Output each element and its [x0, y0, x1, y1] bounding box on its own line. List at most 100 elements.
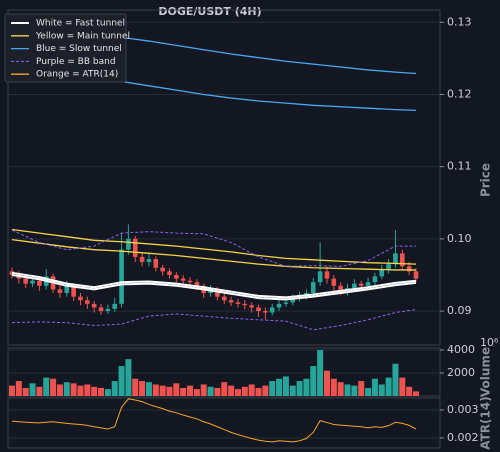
volume-bar — [36, 386, 43, 396]
candle-body — [194, 282, 200, 286]
volume-bar — [84, 384, 91, 396]
volume-bar — [317, 349, 324, 396]
volume-bar — [180, 387, 187, 396]
legend: White = Fast tunnel Yellow = Main tunnel B… — [4, 13, 130, 83]
candle-body — [30, 280, 35, 284]
volume-bar — [330, 378, 337, 396]
volume-bar — [22, 387, 29, 396]
candle-body — [91, 303, 97, 308]
candle-body — [78, 296, 83, 301]
candle-body — [146, 259, 152, 262]
candle-body — [221, 296, 227, 301]
y-axis-label: Price — [479, 163, 493, 197]
volume-bar — [282, 376, 289, 396]
candle-body — [139, 256, 145, 262]
candle-body — [187, 280, 193, 283]
candle-body — [276, 303, 282, 308]
candle-body — [23, 278, 28, 284]
candle-body — [358, 283, 364, 286]
candle-body — [37, 280, 42, 286]
legend-label: Blue = Slow tunnel — [36, 44, 122, 54]
candle-body — [256, 307, 261, 312]
overlay-line — [11, 228, 417, 265]
volume-bar — [15, 381, 22, 396]
y-axis-label: Volume — [479, 347, 493, 397]
chart-title: DOGE/USDT (4H) — [158, 5, 261, 18]
volume-bar — [241, 386, 248, 396]
candle-body — [132, 238, 138, 257]
volume-bar — [152, 384, 159, 396]
candle-body — [64, 285, 70, 294]
volume-bar — [70, 383, 77, 396]
candle-body — [331, 278, 337, 286]
volume-bar — [337, 382, 344, 396]
y-tick-label: 0.10 — [447, 232, 472, 245]
volume-bar — [399, 377, 406, 396]
volume-bar — [56, 384, 63, 396]
candle-body — [352, 283, 357, 288]
candle-body — [174, 274, 179, 279]
overlay-line — [11, 273, 417, 301]
volume-bar — [385, 377, 392, 396]
y-tick-label: 0.002 — [447, 431, 479, 444]
legend-label: Purple = BB band — [36, 57, 116, 67]
atr-line — [11, 398, 417, 443]
volume-bar — [323, 370, 330, 396]
legend-label: White = Fast tunnel — [36, 19, 125, 29]
candle-body — [269, 307, 275, 313]
volume-bar — [159, 385, 166, 396]
volume-bar — [221, 382, 228, 396]
y-tick-label: 0.12 — [447, 87, 472, 100]
volume-bar — [98, 387, 105, 396]
volume-bar — [344, 384, 351, 396]
volume-bar — [125, 359, 132, 396]
volume-bar — [193, 389, 200, 396]
volume-bar — [276, 378, 283, 396]
candle-body — [180, 278, 186, 281]
candle-body — [338, 285, 343, 291]
volume-bar — [166, 386, 173, 396]
volume-bar — [310, 366, 317, 396]
legend-label: Yellow = Main tunnel — [35, 31, 130, 41]
volume-bar — [289, 385, 296, 396]
volume-bar — [139, 381, 146, 396]
volume-bar — [173, 383, 180, 396]
volume-bar — [111, 381, 118, 396]
volume-bar — [255, 387, 262, 396]
volume-bar — [228, 385, 235, 396]
y-tick-label: 0.13 — [447, 15, 472, 28]
candle-body — [365, 282, 371, 286]
volume-bar — [214, 387, 221, 396]
volume-bar — [371, 378, 378, 396]
y-tick-label: 0.003 — [447, 403, 479, 416]
volume-bar — [29, 383, 36, 396]
volume-bar — [43, 377, 50, 396]
candle-body — [242, 303, 248, 306]
candle-body — [112, 303, 118, 309]
volume-bar — [248, 384, 255, 396]
overlay-line — [11, 238, 416, 271]
volume-bar — [365, 387, 372, 396]
volume-bar — [187, 385, 194, 396]
volume-bar — [9, 385, 15, 396]
volume-bar — [207, 386, 214, 396]
candle-body — [290, 298, 296, 303]
candle-body — [406, 266, 412, 272]
volume-bar — [406, 386, 413, 396]
overlay-line — [11, 309, 417, 331]
overlay-line — [11, 271, 417, 299]
volume-bar — [104, 389, 111, 396]
candle-body — [393, 253, 398, 265]
volume-bar — [303, 378, 310, 396]
candle-body — [126, 238, 131, 250]
y-tick-label: 0.11 — [447, 160, 472, 173]
y-tick-label: 2000 — [447, 366, 475, 379]
volume-bar — [200, 384, 207, 396]
offset-label: 10⁶ — [480, 336, 499, 349]
candle-body — [160, 267, 165, 272]
volume-bar — [91, 386, 98, 396]
candle-body — [235, 302, 241, 304]
candle-body — [85, 300, 90, 304]
